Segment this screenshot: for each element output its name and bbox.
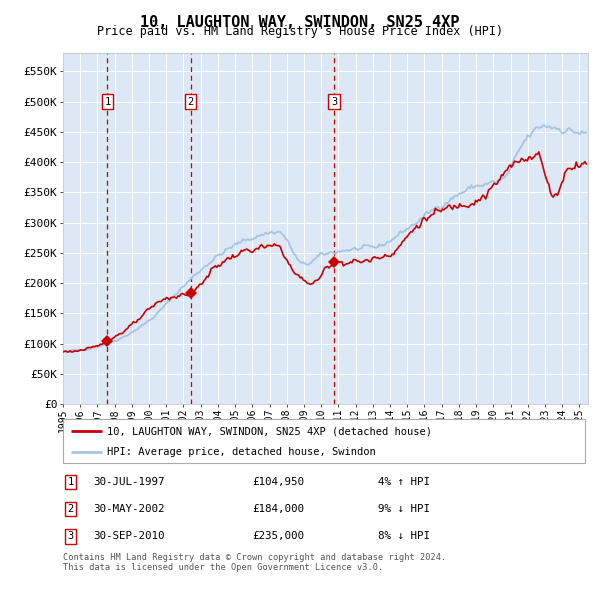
- Text: 8% ↓ HPI: 8% ↓ HPI: [378, 532, 430, 541]
- Text: 30-JUL-1997: 30-JUL-1997: [93, 477, 164, 487]
- Text: This data is licensed under the Open Government Licence v3.0.: This data is licensed under the Open Gov…: [63, 563, 383, 572]
- Text: £235,000: £235,000: [252, 532, 304, 541]
- Text: Price paid vs. HM Land Registry's House Price Index (HPI): Price paid vs. HM Land Registry's House …: [97, 25, 503, 38]
- Text: 30-SEP-2010: 30-SEP-2010: [93, 532, 164, 541]
- Text: 10, LAUGHTON WAY, SWINDON, SN25 4XP: 10, LAUGHTON WAY, SWINDON, SN25 4XP: [140, 15, 460, 30]
- Text: 30-MAY-2002: 30-MAY-2002: [93, 504, 164, 514]
- Text: 2: 2: [188, 97, 194, 107]
- Text: 10, LAUGHTON WAY, SWINDON, SN25 4XP (detached house): 10, LAUGHTON WAY, SWINDON, SN25 4XP (det…: [107, 427, 433, 436]
- Text: 1: 1: [68, 477, 74, 487]
- Text: 2: 2: [68, 504, 74, 514]
- Text: 3: 3: [68, 532, 74, 541]
- Text: Contains HM Land Registry data © Crown copyright and database right 2024.: Contains HM Land Registry data © Crown c…: [63, 553, 446, 562]
- Text: HPI: Average price, detached house, Swindon: HPI: Average price, detached house, Swin…: [107, 447, 376, 457]
- Text: 1: 1: [104, 97, 110, 107]
- Text: £104,950: £104,950: [252, 477, 304, 487]
- Text: £184,000: £184,000: [252, 504, 304, 514]
- FancyBboxPatch shape: [63, 419, 585, 463]
- Text: 4% ↑ HPI: 4% ↑ HPI: [378, 477, 430, 487]
- Text: 9% ↓ HPI: 9% ↓ HPI: [378, 504, 430, 514]
- Text: 3: 3: [331, 97, 337, 107]
